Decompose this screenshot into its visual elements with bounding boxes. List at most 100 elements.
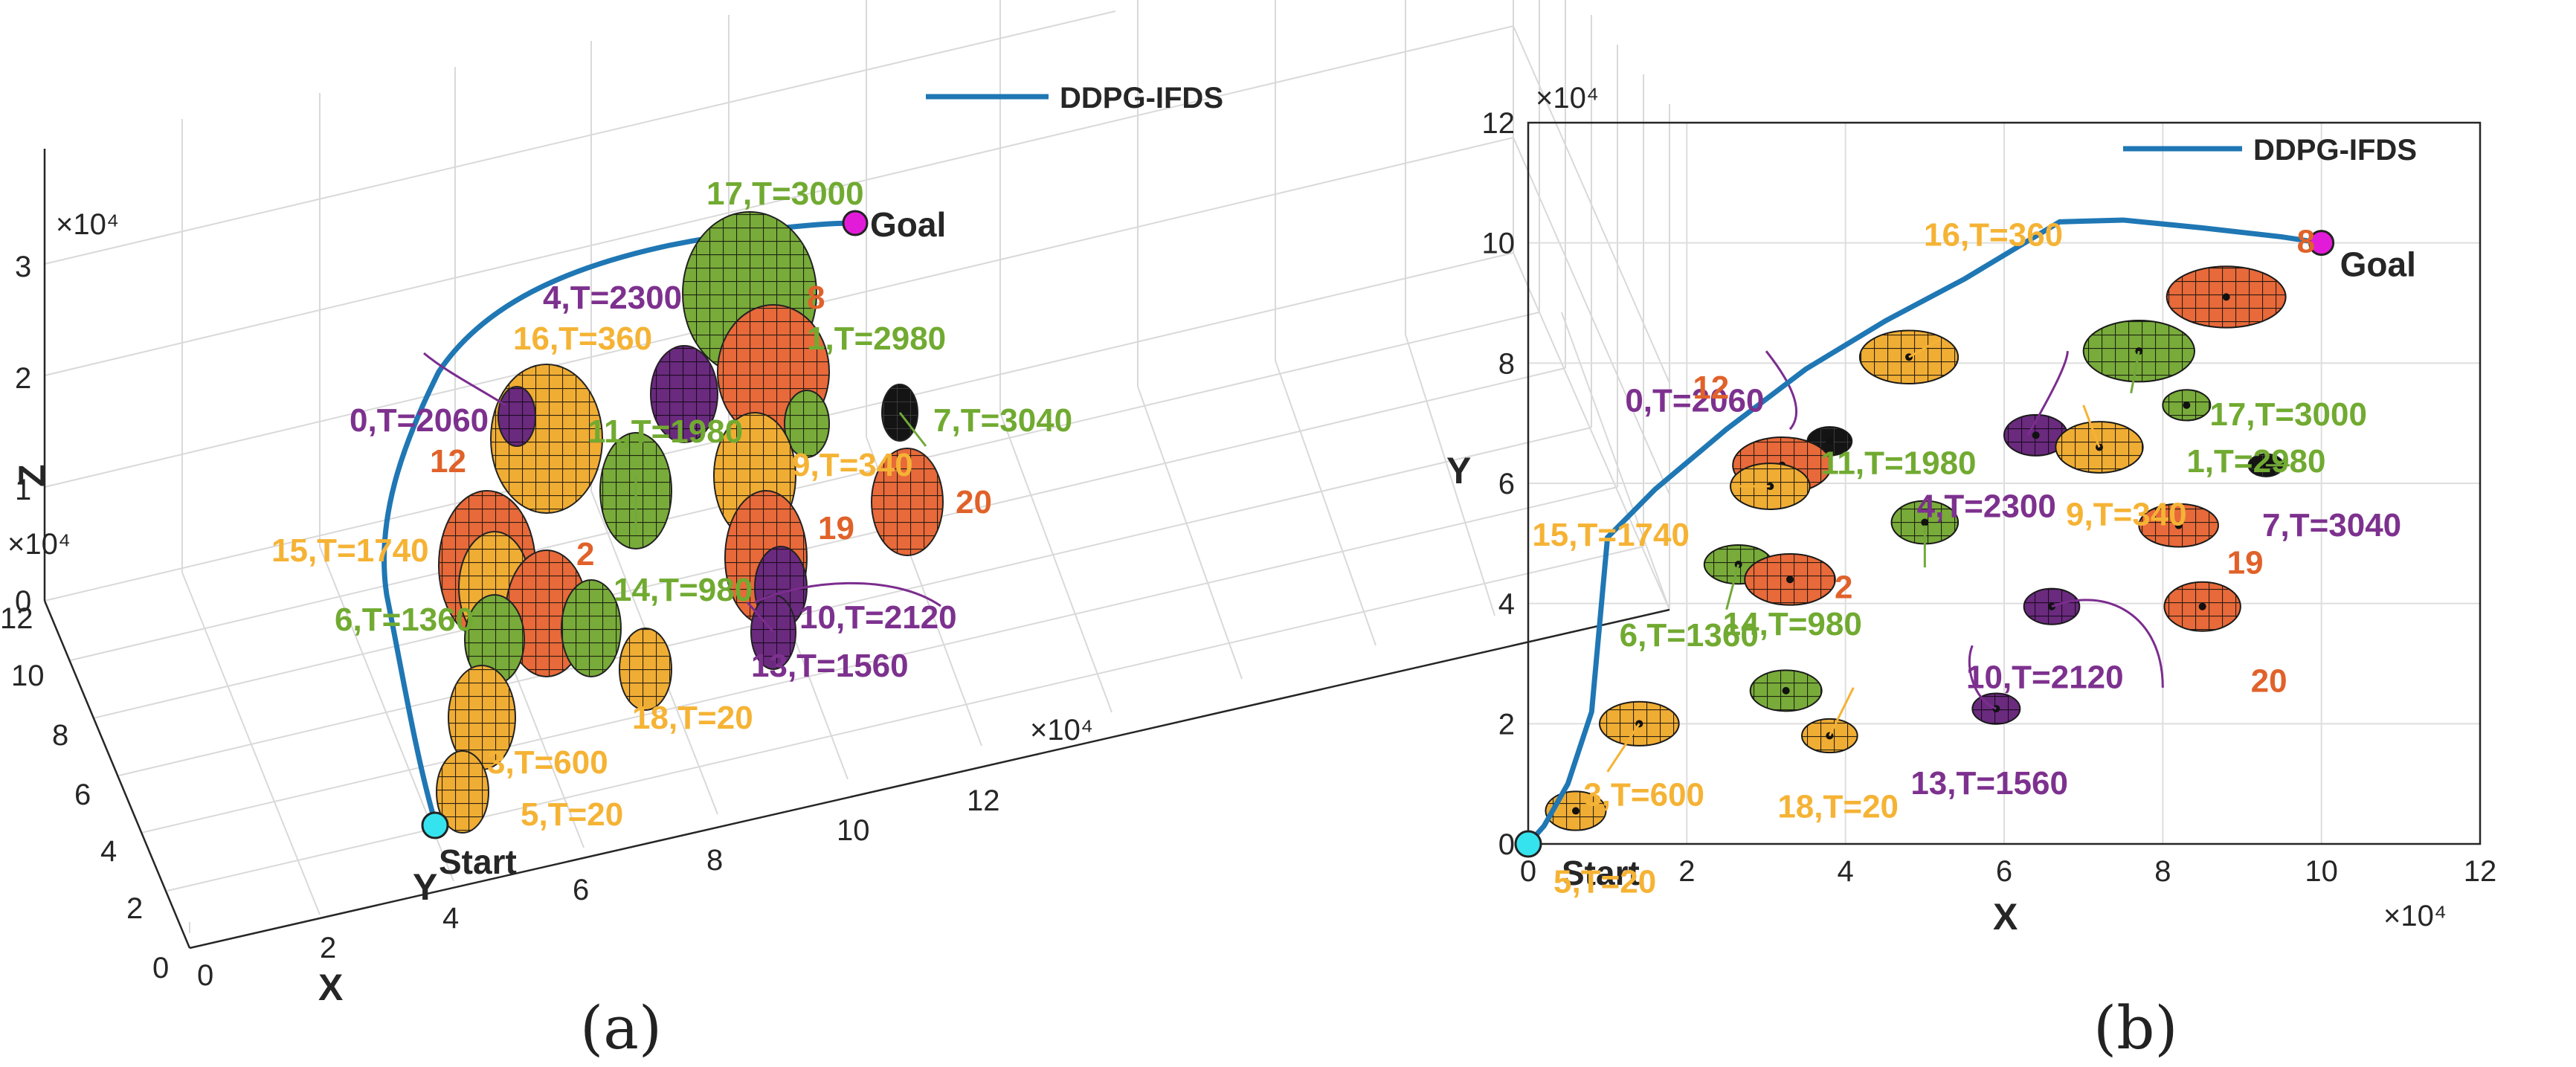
motion-arrow	[1968, 645, 1997, 710]
label-3d-17: 17,T=3000	[706, 175, 864, 212]
label-3d-6: 6,T=1360	[335, 602, 474, 638]
x-ticks-3d: 0 2 4 6 8 10 12	[197, 784, 1000, 992]
label-2d-5: 5,T=20	[1553, 864, 1656, 900]
x3-tick-1: 2	[320, 932, 336, 964]
y2-tick: 8	[1498, 347, 1515, 380]
y-axis-label-3d: Y	[413, 866, 437, 908]
x3-tick-0: 0	[197, 959, 213, 992]
y2-tick: 10	[1482, 228, 1516, 260]
label-3d-1: 1,T=2980	[807, 320, 946, 357]
x-exponent-2d: ×10⁴	[2383, 900, 2447, 932]
motion-arrow	[1606, 723, 1640, 773]
obstacle-center-2d-14	[1782, 686, 1790, 694]
goal-label-3d: Goal	[870, 205, 946, 244]
obstacle-labels-3d: 17,T=3000 4,T=2300 8 16,T=360 1,T=2980 0…	[271, 175, 1072, 833]
label-2d-8: 8	[2297, 223, 2315, 260]
z-tick-1: 1	[15, 474, 31, 506]
y2-tick: 12	[1482, 107, 1516, 140]
y2-tick: 4	[1498, 588, 1515, 621]
2d-plot-box	[1527, 121, 2482, 845]
3d-axes	[43, 149, 1670, 950]
label-3d-2: 2	[576, 536, 594, 573]
motion-arrow	[2082, 404, 2101, 448]
x2-tick: 2	[1678, 855, 1695, 888]
y3-tick-1: 2	[126, 892, 143, 925]
label-2d-16: 16,T=360	[1924, 216, 2063, 253]
obstacle-center-2d-0	[1826, 437, 1834, 445]
label-2d-19: 19	[2227, 545, 2264, 581]
y-exponent-2d: ×10⁴	[1536, 82, 1599, 115]
obstacle-center-2d-8	[2222, 293, 2230, 301]
label-2d-7: 7,T=3040	[2262, 507, 2401, 544]
motion-arrow	[1765, 350, 1797, 431]
label-3d-3: 3,T=600	[487, 744, 608, 781]
motion-arrows-2d	[1606, 338, 2290, 773]
x-exponent-3d: ×10⁴	[1030, 714, 1093, 747]
z-tick-0: 0	[15, 585, 31, 618]
label-2d-10: 10,T=2120	[1966, 660, 2124, 696]
label-2d-6: 6,T=1360	[1620, 617, 1759, 654]
panel-b-top-view: 0 2 4 6 8 10 12 0 2 4 6 8 10 12 ×10⁴ ×10⁴ X Y Start G…	[1446, 82, 2496, 1063]
label-3d-0: 0,T=2060	[350, 402, 489, 439]
label-2d-0: 0,T=2060	[1625, 382, 1764, 419]
label-3d-10: 10,T=2120	[799, 599, 957, 636]
z-tick-2: 2	[15, 362, 31, 395]
obstacle-center-2d-4	[2032, 431, 2040, 439]
x3-tick-2: 4	[442, 902, 459, 935]
y3-tick-4: 8	[52, 719, 68, 752]
obstacle-3d-5	[436, 750, 489, 834]
obstacle-center-2d-20	[2198, 602, 2206, 610]
legend-label-2d: DDPG-IFDS	[2253, 134, 2417, 167]
label-2d-1: 1,T=2980	[2186, 443, 2325, 480]
motion-arrow	[1725, 564, 1740, 610]
motion-arrows-3d	[423, 352, 941, 633]
label-3d-18: 18,T=20	[632, 700, 753, 736]
x2-tick: 6	[1996, 855, 2012, 888]
caption-a: (a)	[580, 993, 662, 1063]
label-3d-8: 8	[807, 280, 825, 316]
x3-tick-4: 8	[706, 844, 723, 877]
x2-tick: 10	[2305, 855, 2338, 888]
legend-3d: DDPG-IFDS	[926, 82, 1223, 115]
x2-tick: 4	[1838, 855, 1854, 888]
z-tick-3: 3	[15, 251, 31, 283]
goal-marker-2d	[2308, 230, 2335, 257]
x3-tick-3: 6	[573, 874, 589, 906]
obstacle-3d-14	[561, 579, 622, 677]
obstacle-labels-2d: 8 16,T=360 17,T=3000 1,T=2980 4,T=2300 9,T=34…	[1532, 216, 2401, 900]
y3-tick-6: 12	[0, 602, 33, 635]
legend-label-3d: DDPG-IFDS	[1060, 82, 1223, 115]
y2-tick: 2	[1498, 708, 1515, 741]
legend-2d: DDPG-IFDS	[2123, 134, 2417, 167]
goal-label-2d: Goal	[2340, 245, 2416, 284]
y3-tick-2: 4	[100, 835, 117, 868]
obstacle-center-2d-5	[1572, 807, 1580, 815]
2d-ticks: 0 2 4 6 8 10 12 0 2 4 6 8 10 12	[1482, 107, 2497, 888]
label-3d-12: 12	[430, 443, 466, 480]
y-exponent-3d: ×10⁴	[7, 528, 71, 561]
obstacle-3d-18	[619, 628, 672, 711]
start-label-2d: Start	[1562, 854, 1640, 892]
x3-tick-5: 10	[837, 814, 870, 847]
obstacle-3d-20	[871, 448, 944, 556]
label-3d-19: 19	[818, 510, 854, 547]
y3-tick-0: 0	[152, 952, 169, 984]
start-marker-3d	[421, 811, 449, 839]
label-2d-12: 12	[1693, 370, 1729, 406]
y3-tick-5: 10	[11, 660, 45, 692]
label-2d-9: 9,T=340	[2066, 497, 2187, 533]
label-3d-13: 13,T=1560	[751, 648, 909, 684]
y-axis-label-2d: Y	[1446, 450, 1471, 491]
y-ticks-3d: 0 2 4 6 8 10 12	[0, 602, 169, 984]
start-label-3d: Start	[439, 842, 517, 881]
label-2d-11: 11,T=1980	[1820, 445, 1976, 482]
label-3d-14: 14,T=980	[614, 572, 753, 608]
panel-a-3d-view: 0 1 2 3 ×10⁴ Z 0 2 4 6 8 10 12 ×10⁴ Y 0 …	[0, 0, 1670, 1063]
start-marker-2d	[1514, 830, 1542, 858]
label-2d-18: 18,T=20	[1777, 789, 1899, 825]
label-3d-11: 11,T=1980	[587, 413, 743, 450]
obstacle-center-2d-1	[2183, 401, 2191, 409]
label-3d-5: 5,T=20	[521, 796, 623, 833]
motion-arrow	[1908, 338, 1942, 358]
